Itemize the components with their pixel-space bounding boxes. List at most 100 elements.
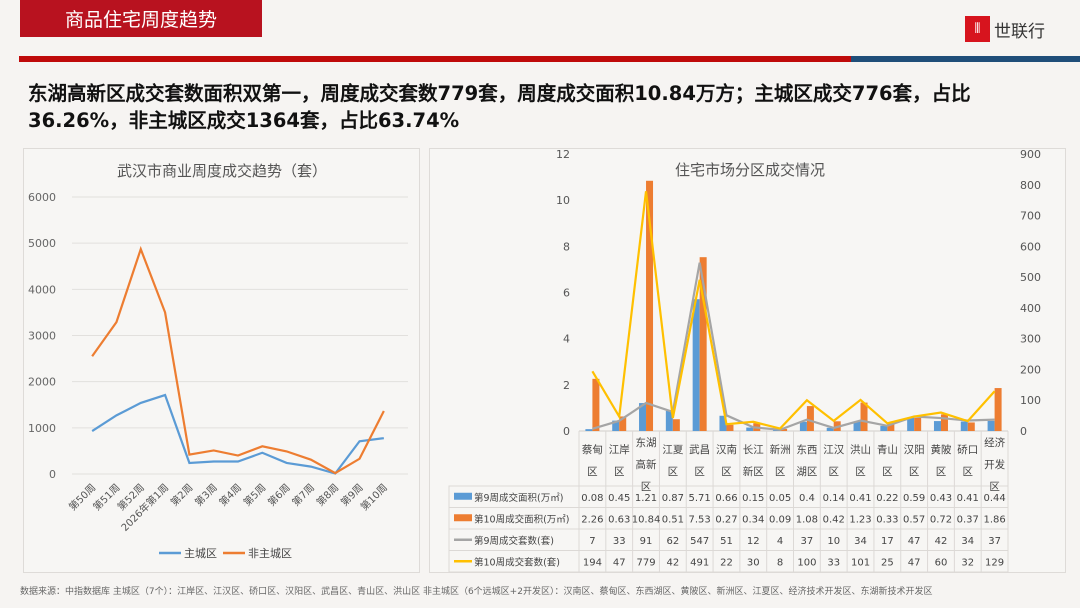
table-cell: 0.66 (715, 493, 737, 504)
bar-武昌区 (699, 257, 707, 431)
category-label: 新区 (743, 465, 764, 478)
bar-经济开发区 (987, 420, 995, 431)
district-transactions-chart: 住宅市场分区成交情况024681012010020030040050060070… (448, 148, 1041, 573)
category-label: 区 (909, 466, 920, 478)
bar-汉阳区 (907, 417, 915, 431)
table-cell: 0.43 (930, 493, 952, 504)
table-cell: 10 (827, 536, 840, 547)
y-tick-label: 2000 (28, 376, 56, 389)
y2-tick-label: 300 (1020, 333, 1041, 346)
table-cell: 0.15 (742, 493, 764, 504)
table-cell: 0.41 (849, 493, 871, 504)
table-cell: 42 (935, 536, 948, 547)
category-label: 蔡甸 (582, 443, 603, 456)
category-label: 高新 (636, 458, 657, 471)
table-cell: 0.42 (823, 514, 845, 525)
category-label: 区 (587, 466, 598, 478)
table-cell: 34 (854, 536, 867, 547)
category-label: 青山 (877, 443, 898, 456)
table-cell: 0.34 (742, 514, 764, 525)
table-cell: 0.09 (769, 514, 791, 525)
table-cell: 8 (777, 557, 783, 568)
logo-text: 世联行 (994, 21, 1045, 42)
table-cell: 62 (666, 536, 679, 547)
category-label: 硚口 (957, 444, 978, 456)
table-cell: 37 (988, 536, 1001, 547)
bar-江岸区 (612, 420, 620, 431)
y-tick-label: 5000 (28, 237, 56, 250)
shilianhang-logo-icon: ⦀ (965, 16, 990, 42)
x-tick-label: 第2周 (168, 481, 196, 509)
series-line-非主城区 (91, 245, 385, 475)
category-label: 长江 (743, 444, 764, 456)
bar-黄陂区 (940, 414, 948, 431)
table-series-label: 第10周成交面积(万㎡) (474, 513, 570, 525)
weekly-trend-line-chart: 武汉市商业周度成交趋势（套） 0 1000 2000 3000 4000 5000 6000 第… (28, 162, 408, 560)
table-cell: 0.14 (823, 493, 845, 504)
legend-swatch (454, 492, 472, 500)
table-cell: 547 (690, 536, 709, 547)
y-tick-label: 10 (556, 194, 570, 207)
category-label: 汉阳 (904, 444, 925, 456)
bar-东西湖区 (799, 421, 807, 431)
y2-tick-label: 200 (1020, 363, 1041, 376)
category-label: 区 (614, 466, 625, 478)
y-tick-label: 0 (563, 425, 570, 438)
y2-tick-label: 800 (1020, 179, 1041, 192)
category-label: 江岸 (609, 444, 630, 456)
bar-汉南区 (726, 424, 734, 431)
table-cell: 47 (908, 557, 921, 568)
table-cell: 0.08 (581, 493, 603, 504)
table-cell: 0.45 (608, 493, 630, 504)
y-tick-label: 0 (49, 468, 56, 481)
table-cell: 0.63 (608, 514, 630, 525)
table-cell: 7.53 (689, 514, 711, 525)
left-chart-panel: 武汉市商业周度成交趋势（套） 0 1000 2000 3000 4000 5000 6000 第… (23, 148, 420, 573)
table-cell: 33 (613, 536, 626, 547)
table-cell: 7 (589, 536, 595, 547)
table-cell: 491 (690, 557, 709, 568)
headline: 东湖高新区成交套数面积双第一，周度成交套数779套，周度成交面积10.84万方；… (28, 82, 971, 132)
category-label: 区 (668, 466, 679, 478)
y2-tick-label: 700 (1020, 210, 1041, 223)
category-label: 武昌 (689, 443, 710, 456)
table-cell: 51 (720, 536, 733, 547)
table-cell: 0.51 (662, 514, 684, 525)
table-cell: 30 (747, 557, 760, 568)
bar-硚口区 (967, 422, 975, 431)
y-tick-label: 6000 (28, 191, 56, 204)
x-tick-label: 第8周 (314, 481, 342, 509)
logo: ⦀ 世联行 (965, 16, 1045, 42)
table-cell: 1.08 (796, 514, 818, 525)
table-cell: 0.22 (876, 493, 898, 504)
bar-新洲区 (780, 428, 788, 431)
category-label: 东西 (796, 443, 817, 456)
bar-长江新区 (746, 427, 754, 431)
y2-tick-label: 600 (1020, 240, 1041, 253)
y-tick-label: 1000 (28, 422, 56, 435)
y2-tick-label: 100 (1020, 394, 1041, 407)
section-title: 商品住宅周度趋势 (20, 0, 262, 37)
y2-tick-label: 400 (1020, 302, 1041, 315)
y2-tick-label: 500 (1020, 271, 1041, 284)
category-label: 区 (855, 466, 866, 478)
table-cell: 0.87 (662, 493, 684, 504)
table-cell: 0.57 (903, 514, 925, 525)
bar-洪山区 (853, 421, 861, 431)
table-cell: 0.41 (957, 493, 979, 504)
bar-东湖高新区 (646, 180, 654, 431)
x-tick-label: 第6周 (265, 481, 293, 509)
table-cell: 17 (881, 536, 894, 547)
table-cell: 25 (881, 557, 894, 568)
table-cell: 60 (935, 557, 948, 568)
table-cell: 1.86 (983, 514, 1005, 525)
category-label: 区 (989, 481, 1000, 493)
bar-江岸区 (619, 416, 627, 431)
table-cell: 0.33 (876, 514, 898, 525)
bar-硚口区 (960, 421, 968, 431)
bar-江夏区 (672, 419, 680, 431)
y-tick-label: 2 (563, 379, 570, 392)
category-label: 区 (963, 466, 974, 478)
table-cell: 0.4 (799, 493, 815, 504)
category-label: 区 (694, 466, 705, 478)
